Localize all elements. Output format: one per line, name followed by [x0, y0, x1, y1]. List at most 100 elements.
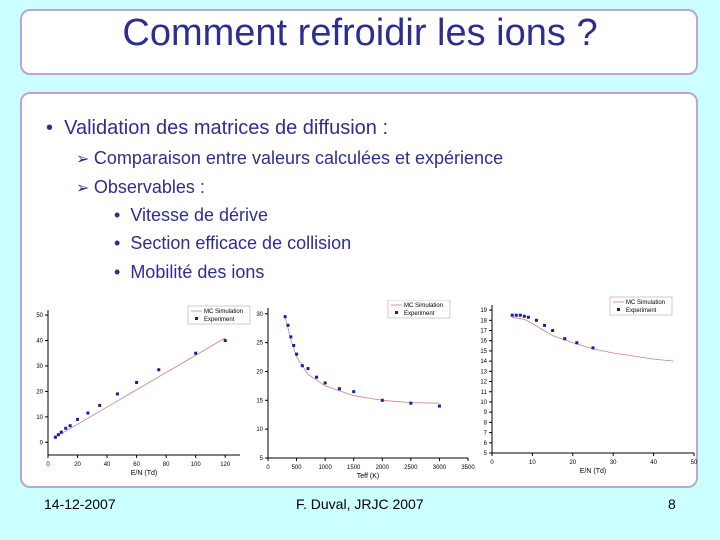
data-point-experiment [292, 344, 296, 347]
x-tick-label: 0 [490, 460, 494, 466]
x-tick-label: 50 [691, 460, 698, 466]
data-point-experiment [115, 392, 119, 396]
data-point-experiment [437, 404, 441, 408]
y-tick-label: 14 [480, 359, 487, 365]
sub-sub-bullet-1: • Vitesse de dérive [114, 205, 268, 226]
y-tick-label: 19 [480, 308, 487, 314]
legend-box [387, 300, 451, 319]
data-point-experiment [543, 323, 547, 327]
data-point-experiment [510, 313, 514, 317]
legend-point-swatch [617, 308, 620, 311]
x-tick-label: 2500 [404, 465, 418, 471]
slide-title: Comment refroidir les ions ? [122, 12, 598, 54]
data-point-experiment [300, 364, 304, 368]
legend-label-simulation: MC Simulation [204, 309, 243, 315]
data-point-experiment [194, 351, 198, 355]
data-point-experiment [323, 381, 327, 385]
y-tick-label: 30 [256, 312, 263, 318]
chart-drift-velocity: 0 20 40 60 80 100 120 0 10 20 30 40 50 E/N (Td) MC Sim… [36, 305, 251, 477]
y-tick-label: 15 [256, 398, 263, 404]
y-tick-label: 13 [480, 369, 487, 375]
legend-point-swatch [395, 311, 398, 314]
data-point-experiment [380, 398, 384, 402]
sub-sub-bullet-3: • Mobilité des ions [114, 262, 264, 283]
y-tick-label: 11 [481, 390, 488, 396]
arrow-bullet-icon: ➢ [76, 180, 94, 197]
x-axis-label: E/N (Td) [131, 470, 157, 477]
data-point-experiment [409, 401, 413, 405]
legend-label-experiment: Experiment [204, 317, 235, 323]
data-point-experiment [522, 314, 526, 318]
series-line-simulation [284, 316, 440, 404]
x-tick-label: 40 [104, 462, 111, 468]
data-point-experiment [56, 433, 60, 437]
x-tick-label: 100 [191, 462, 202, 468]
x-tick-label: 20 [569, 460, 576, 466]
legend-label-simulation: MC Simulation [404, 303, 443, 309]
x-tick-label: 60 [133, 462, 140, 468]
series-line-simulation [55, 337, 226, 438]
x-tick-label: 2000 [376, 465, 390, 471]
x-tick-label: 1500 [347, 465, 361, 471]
bullet-dot-icon: • [114, 233, 131, 253]
y-tick-label: 10 [256, 427, 263, 433]
legend-point-swatch [195, 317, 198, 320]
sub-sub-bullet-text: Vitesse de dérive [130, 205, 269, 225]
data-point-experiment [306, 367, 310, 371]
legend-box [187, 305, 251, 325]
data-point-experiment [575, 341, 579, 345]
bullet-dot-icon: • [114, 262, 131, 282]
x-tick-label: 3500 [461, 465, 475, 471]
chart-cross-section: 0 500 1000 1500 2000 2500 3000 3500 5 10 15 20 25 30 T… [256, 300, 475, 480]
bullet-dot-icon: • [46, 117, 65, 139]
data-point-experiment [68, 424, 72, 428]
y-tick-label: 6 [484, 441, 488, 447]
y-tick-label: 16 [480, 339, 487, 345]
x-tick-label: 500 [292, 465, 303, 471]
data-point-experiment [157, 368, 161, 372]
x-tick-label: 1000 [318, 465, 332, 471]
chart-mobility: 0 10 20 30 40 50 5 6 7 8 9 10 11 12 13 14 15 16 17 18 19 E/N … [480, 296, 698, 475]
data-point-experiment [59, 430, 63, 434]
data-point-experiment [563, 337, 567, 341]
data-point-experiment [295, 352, 299, 356]
data-point-experiment [98, 403, 102, 407]
x-tick-label: 40 [650, 460, 657, 466]
y-tick-label: 30 [36, 364, 43, 370]
x-tick-label: 10 [529, 460, 536, 466]
data-point-experiment [86, 411, 90, 415]
legend-label-experiment: Experiment [404, 311, 435, 317]
footer-page: 8 [668, 496, 676, 512]
data-point-experiment [64, 426, 68, 430]
data-point-experiment [337, 387, 341, 391]
y-tick-label: 20 [36, 389, 43, 395]
legend-label-experiment: Experiment [626, 308, 657, 314]
legend-box [609, 296, 673, 316]
y-tick-label: 9 [484, 410, 488, 416]
y-tick-label: 8 [484, 420, 488, 426]
data-point-experiment [286, 323, 290, 327]
x-axis-label: E/N (Td) [580, 468, 606, 475]
y-tick-label: 20 [256, 369, 263, 375]
data-point-experiment [289, 335, 293, 339]
y-tick-label: 5 [484, 451, 488, 457]
y-tick-label: 18 [480, 318, 487, 324]
data-point-experiment [591, 346, 595, 350]
bullet-dot-icon: • [114, 205, 131, 225]
data-point-experiment [283, 315, 287, 319]
main-bullet-text: Validation des matrices de diffusion : [64, 117, 389, 139]
x-tick-label: 80 [163, 462, 170, 468]
data-point-experiment [514, 313, 518, 317]
footer-date: 14-12-2007 [44, 496, 116, 512]
data-point-experiment [518, 313, 522, 317]
y-tick-label: 40 [36, 339, 43, 345]
x-tick-label: 0 [266, 465, 270, 471]
arrow-bullet-icon: ➢ [76, 151, 94, 168]
sub-bullet-text: Observables : [93, 177, 205, 197]
y-tick-label: 25 [256, 341, 263, 347]
x-tick-label: 0 [46, 462, 50, 468]
x-tick-label: 20 [74, 462, 81, 468]
y-tick-label: 12 [480, 380, 487, 386]
content-box [20, 92, 698, 488]
series-line-simulation [512, 316, 674, 362]
